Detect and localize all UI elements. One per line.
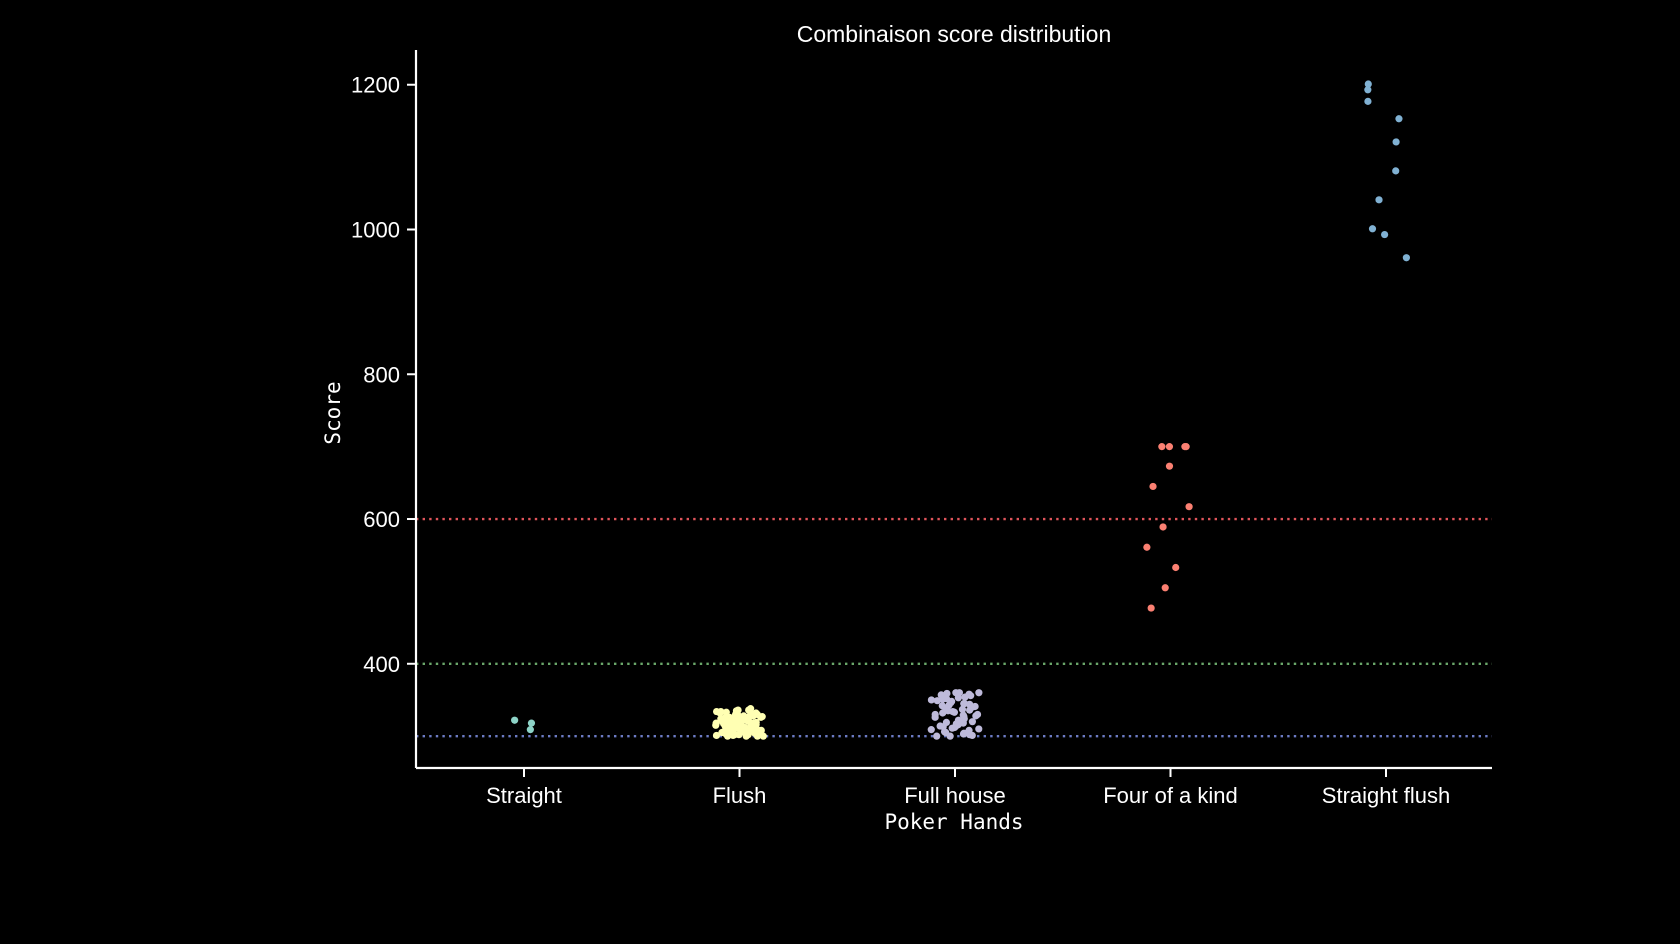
- data-point: [712, 719, 720, 727]
- data-point: [1392, 138, 1400, 146]
- data-point: [942, 728, 950, 737]
- data-point: [1143, 543, 1151, 551]
- data-point: [927, 696, 936, 704]
- data-point: [1364, 97, 1372, 105]
- data-point: [968, 731, 976, 740]
- series-straight-flush: [1364, 80, 1410, 262]
- data-point: [1147, 604, 1155, 612]
- data-point: [958, 705, 967, 713]
- y-tick-label-1000: 1000: [351, 218, 400, 243]
- data-point: [731, 710, 740, 719]
- data-point: [743, 717, 751, 725]
- data-point: [927, 726, 935, 734]
- x-axis-label: Poker Hands: [884, 810, 1023, 834]
- data-point: [938, 702, 946, 710]
- x-tick-label-four-of-a-kind: Four of a kind: [1103, 783, 1238, 808]
- data-point: [953, 721, 961, 729]
- data-point: [1395, 115, 1403, 123]
- axes: 400 600 800 1000 1200 Straight Flush Full house…: [351, 50, 1492, 808]
- data-point: [965, 690, 973, 698]
- data-point: [944, 707, 952, 715]
- data-point: [736, 718, 745, 726]
- reference-lines: [416, 517, 1492, 738]
- data-point: [961, 699, 969, 708]
- data-point: [950, 708, 959, 716]
- series-four-of-a-kind: [1143, 443, 1193, 612]
- data-point: [959, 730, 968, 738]
- chart-title: Combinaison score distribution: [797, 21, 1112, 47]
- y-tick-label-1200: 1200: [351, 73, 400, 98]
- data-point: [1172, 563, 1180, 572]
- y-axis-label: Score: [321, 381, 345, 444]
- data-point: [1165, 462, 1174, 470]
- data-point: [735, 731, 743, 739]
- data-point: [975, 689, 983, 697]
- data-point: [712, 707, 721, 716]
- data-point: [942, 718, 951, 727]
- data-point: [752, 718, 760, 727]
- x-tick-label-straight: Straight: [486, 783, 562, 808]
- data-point: [725, 713, 734, 721]
- data-point: [960, 713, 968, 721]
- data-point: [1158, 443, 1166, 451]
- series-full-house: [927, 689, 983, 740]
- data-point: [755, 729, 763, 737]
- data-point: [1161, 584, 1169, 592]
- x-tick-label-full-house: Full house: [904, 783, 1006, 808]
- data-point: [1364, 86, 1372, 94]
- y-tick-label-400: 400: [363, 652, 400, 677]
- data-point: [1368, 225, 1377, 233]
- y-tick-label-600: 600: [363, 507, 400, 532]
- series-straight: [511, 716, 536, 734]
- data-point: [933, 732, 941, 740]
- data-point: [968, 718, 976, 726]
- data-point: [1149, 482, 1157, 491]
- data-point: [933, 697, 941, 705]
- data-point: [1159, 523, 1167, 531]
- x-tick-label-straight-flush: Straight flush: [1322, 783, 1450, 808]
- data-point: [721, 722, 729, 730]
- data-point: [717, 715, 725, 723]
- data-point: [939, 695, 947, 703]
- data-point: [1181, 443, 1189, 451]
- data-point: [712, 731, 721, 740]
- data-point: [1381, 230, 1389, 239]
- data-point: [1375, 196, 1383, 204]
- data-points: [511, 80, 1410, 740]
- data-point: [973, 710, 982, 719]
- data-point: [943, 689, 951, 698]
- data-point: [745, 706, 753, 714]
- data-point: [511, 716, 519, 724]
- data-point: [1364, 80, 1372, 88]
- data-point: [1392, 167, 1400, 175]
- data-point: [945, 701, 953, 709]
- data-point: [971, 702, 979, 711]
- data-point: [722, 730, 730, 738]
- series-flush: [712, 705, 767, 740]
- data-point: [952, 689, 960, 697]
- data-point: [526, 726, 534, 734]
- labels: Combinaison score distribution Poker Han…: [321, 21, 1111, 834]
- data-point: [931, 710, 939, 719]
- data-point: [975, 725, 983, 733]
- data-point: [1402, 254, 1410, 262]
- data-point: [742, 732, 750, 740]
- data-point: [1185, 503, 1193, 511]
- data-point: [527, 719, 536, 727]
- data-point: [743, 726, 751, 734]
- x-tick-label-flush: Flush: [713, 783, 767, 808]
- y-tick-label-800: 800: [363, 362, 400, 387]
- data-point: [1165, 443, 1174, 451]
- data-point: [757, 713, 765, 721]
